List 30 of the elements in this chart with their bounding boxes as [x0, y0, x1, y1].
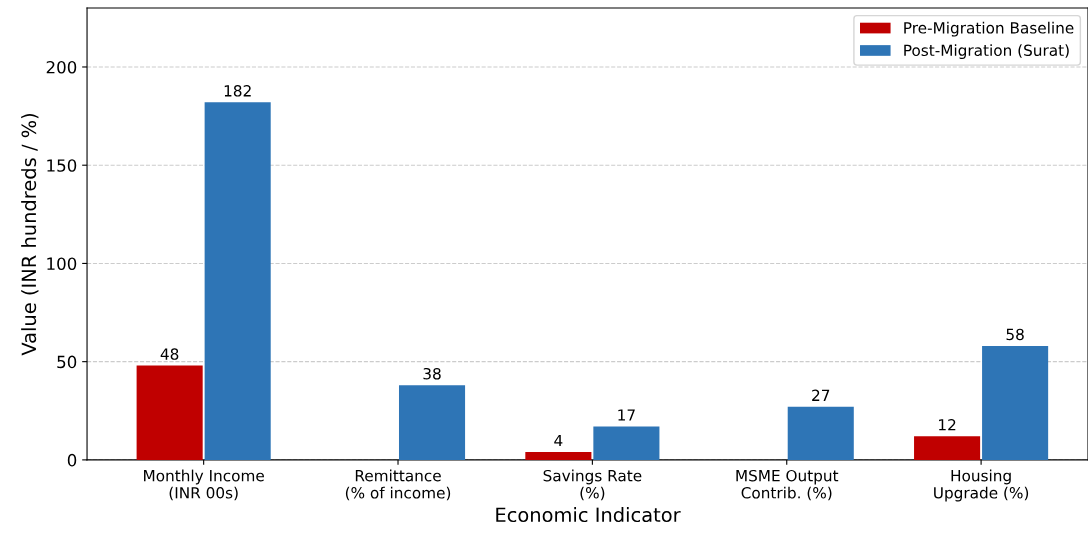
x-tick-label: Housing Upgrade (%) — [934, 469, 1029, 502]
bar — [398, 385, 466, 460]
x-tick-label: Remittance (% of income) — [345, 469, 451, 501]
x-tick-label: Monthly Income (INR 00s) — [144, 469, 264, 501]
data-label: 17 — [618, 409, 635, 421]
bar — [593, 426, 660, 460]
x-tick-label: MSME Output Contrib. (%) — [736, 469, 839, 501]
y-axis-title: Value (INR hundreds / %) — [21, 113, 39, 356]
legend-label: Post-Migration (Surat) — [904, 44, 1069, 59]
bar — [525, 452, 592, 460]
data-label: 4 — [554, 434, 563, 447]
y-tick-label: 100 — [47, 257, 77, 270]
data-label: 182 — [224, 85, 251, 97]
bar — [204, 102, 271, 460]
data-label: 38 — [423, 367, 441, 380]
data-label: 12 — [939, 419, 956, 431]
y-tick-label: 0 — [67, 453, 77, 467]
data-label: 58 — [1006, 328, 1024, 341]
x-tick-label: Savings Rate (%) — [543, 469, 642, 501]
y-tick-label: 150 — [47, 159, 77, 172]
bar — [982, 345, 1049, 460]
bar — [136, 365, 203, 460]
data-label: 27 — [812, 389, 830, 401]
bar — [914, 436, 981, 460]
y-tick-label: 50 — [57, 355, 77, 369]
bar — [787, 406, 854, 460]
y-tick-label: 200 — [46, 60, 77, 74]
legend-label: Pre-Migration Baseline — [904, 21, 1074, 37]
x-axis-title: Economic Indicator — [496, 507, 681, 523]
data-label: 48 — [160, 348, 179, 360]
